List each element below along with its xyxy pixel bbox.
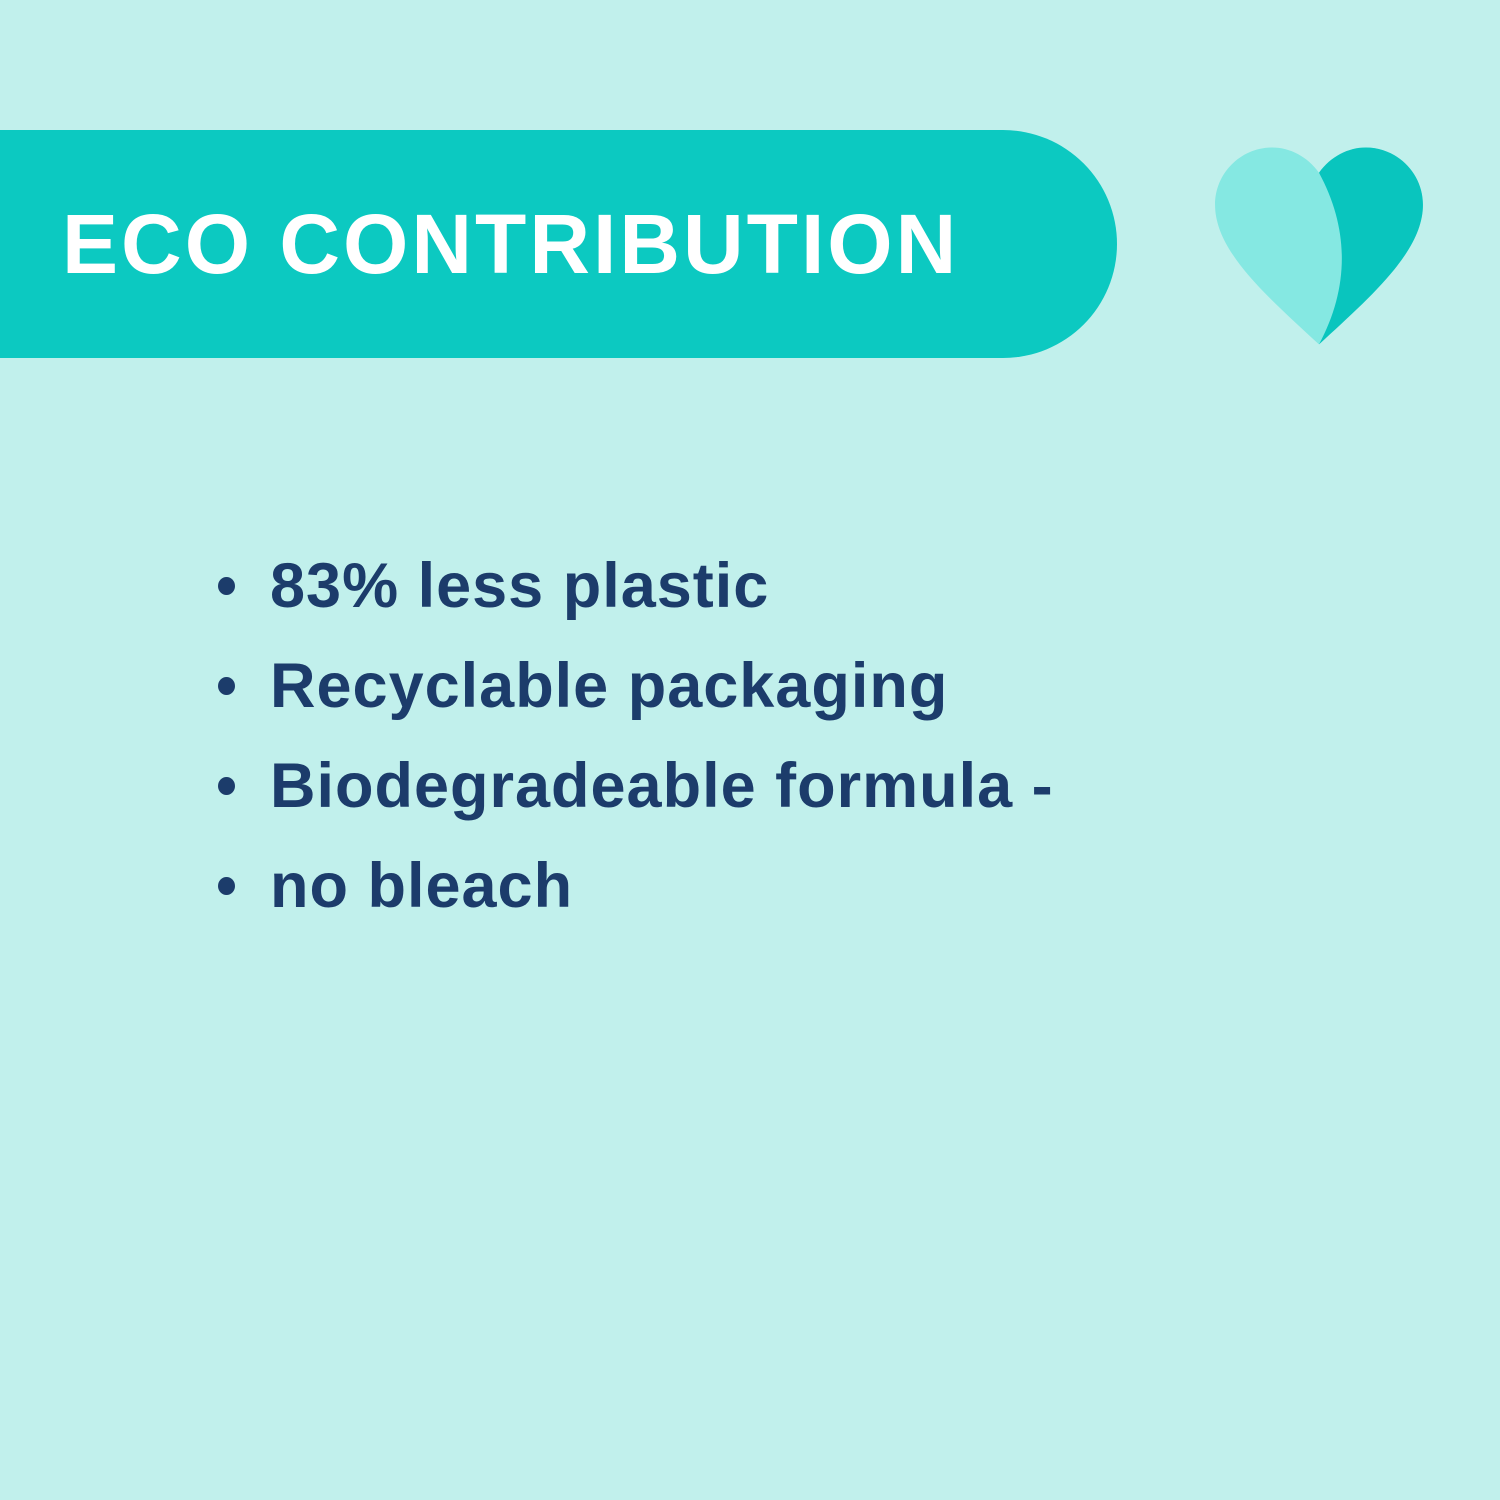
list-item-label: Recyclable packaging [270,651,949,721]
list-item-label: no bleach [270,851,574,921]
bullet-icon [218,877,235,895]
list-item: 83% less plastic [218,536,1054,636]
list-item: Recyclable packaging [218,636,1054,736]
heart-right-lobe [1319,147,1423,345]
heart-icon [1215,147,1423,345]
bullet-icon [218,777,235,795]
list-item-label: 83% less plastic [270,551,770,621]
list-item: no bleach [218,836,1054,936]
bullet-icon [218,677,235,695]
bullet-icon [218,577,235,595]
eco-benefits-list: 83% less plastic Recyclable packaging Bi… [218,536,1054,936]
banner-title: ECO CONTRIBUTION [62,196,960,291]
eco-contribution-banner: ECO CONTRIBUTION [0,130,1117,358]
list-item-label: Biodegradeable formula - [270,751,1054,821]
list-item: Biodegradeable formula - [218,736,1054,836]
